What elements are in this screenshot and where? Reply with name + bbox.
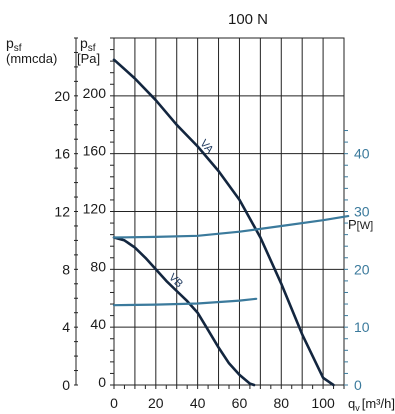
curve-vb xyxy=(112,236,256,387)
y-pa-tick-label: 160 xyxy=(83,143,107,159)
x-tick-labels: 0 20 40 60 80 100 xyxy=(110,395,335,411)
y-mmcda-unit: (mmcda) xyxy=(6,51,57,66)
y-pa-main: p xyxy=(80,35,88,51)
y-mmcda-tick-label: 0 xyxy=(62,377,70,393)
power-curve-2 xyxy=(112,215,350,239)
x-tick-label: 80 xyxy=(273,395,289,411)
curve-label-vb: VB xyxy=(166,271,185,290)
y-mmcda-tick-label: 4 xyxy=(62,319,70,335)
y-mmcda-tick-label: 8 xyxy=(62,261,70,277)
plot-grid xyxy=(74,37,348,389)
y-pa-sub: sf xyxy=(88,43,96,54)
svg-text:psf: psf xyxy=(6,35,22,54)
x-unit: [m³/h] xyxy=(362,396,395,411)
curves xyxy=(112,58,350,387)
x-tick-label: 100 xyxy=(311,395,335,411)
x-axis-label: qv [m³/h] xyxy=(348,396,395,413)
y-axis-power-label: P[W] xyxy=(348,217,373,232)
y-mmcda-sub: sf xyxy=(14,43,22,54)
y-mmcda-tick-label: 12 xyxy=(54,204,70,220)
y-power-tick-label: 40 xyxy=(354,146,370,162)
svg-text:psf: psf xyxy=(80,35,96,54)
y-pa-tick-label: 0 xyxy=(98,374,106,390)
y-axis-pa-label: psf [Pa] xyxy=(77,35,100,66)
x-sub: v xyxy=(355,403,360,413)
y-pa-tick-label: 40 xyxy=(90,316,106,332)
y-power-main: P xyxy=(348,217,357,232)
y-power-tick-label: 0 xyxy=(354,377,362,393)
x-tick-label: 60 xyxy=(232,395,248,411)
y-power-unit: [W] xyxy=(357,220,374,232)
y-mmcda-tick-labels: 0 4 8 12 16 20 xyxy=(54,88,70,393)
x-tick-label: 20 xyxy=(148,395,164,411)
y-pa-unit: [Pa] xyxy=(77,51,100,66)
x-tick-label: 0 xyxy=(110,395,118,411)
y-pa-tick-label: 200 xyxy=(83,85,107,101)
x-tick-label: 40 xyxy=(190,395,206,411)
chart-title: 100 N xyxy=(228,11,268,28)
svg-text:P[W]: P[W] xyxy=(348,217,373,232)
y-mmcda-tick-label: 20 xyxy=(54,88,70,104)
y-axis-mmcda-label: psf (mmcda) xyxy=(6,35,57,66)
y-pa-tick-label: 120 xyxy=(83,201,107,217)
curve-va xyxy=(112,58,335,387)
y-power-tick-label: 30 xyxy=(354,204,370,220)
power-curve-3 xyxy=(112,297,258,307)
y-power-tick-labels: 0 10 20 30 40 xyxy=(354,146,370,393)
y-pa-tick-labels: 0 40 80 120 160 200 xyxy=(83,85,107,390)
y-power-tick-label: 20 xyxy=(354,261,370,277)
y-pa-tick-label: 80 xyxy=(90,258,106,274)
y-power-tick-label: 10 xyxy=(354,319,370,335)
svg-text:qv[m³/h]: qv [m³/h] xyxy=(348,396,395,413)
y-mmcda-tick-label: 16 xyxy=(54,146,70,162)
y-mmcda-main: p xyxy=(6,35,14,51)
x-main: q xyxy=(348,396,355,411)
